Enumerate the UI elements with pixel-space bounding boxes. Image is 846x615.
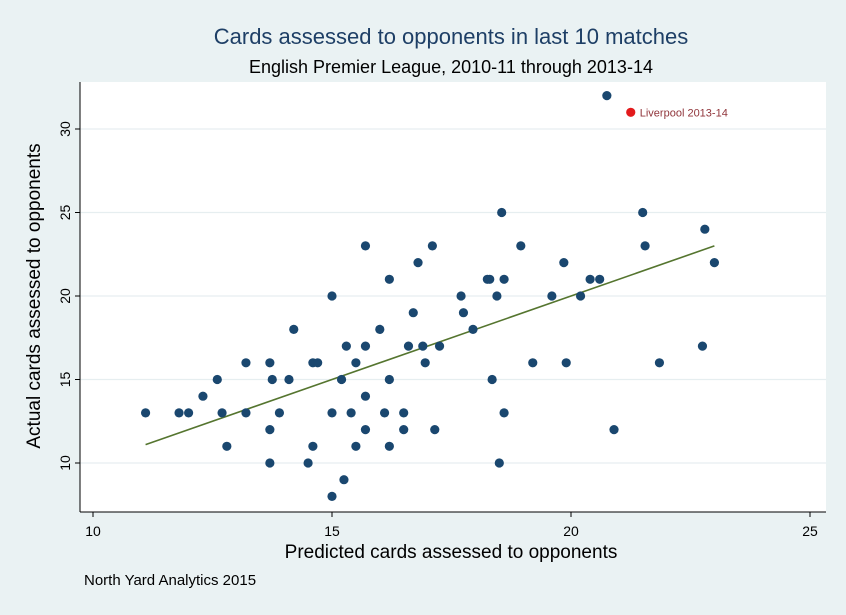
data-point — [198, 391, 208, 401]
data-point — [384, 274, 394, 284]
data-point — [427, 241, 437, 251]
data-point — [327, 291, 337, 301]
data-point — [487, 374, 497, 385]
source-note: North Yard Analytics 2015 — [84, 572, 256, 589]
data-point — [303, 458, 313, 468]
chart-title: Cards assessed to opponents in last 10 m… — [214, 24, 689, 49]
x-axis-title: Predicted cards assessed to opponents — [285, 542, 618, 563]
data-point — [516, 241, 526, 251]
data-point — [313, 358, 323, 368]
data-point — [499, 408, 509, 418]
data-point — [595, 274, 605, 284]
data-point — [403, 341, 414, 351]
data-point — [265, 425, 275, 435]
data-point — [494, 458, 504, 468]
data-point — [241, 358, 251, 368]
data-point — [697, 341, 708, 351]
data-point — [456, 291, 466, 301]
y-tick-label: 30 — [57, 121, 73, 137]
data-point — [399, 425, 409, 435]
data-point — [327, 408, 337, 418]
data-points — [140, 91, 720, 501]
data-point — [638, 207, 648, 218]
data-point — [420, 358, 430, 368]
data-point — [217, 408, 227, 418]
data-point — [585, 274, 595, 284]
data-point — [184, 408, 194, 418]
data-point — [485, 274, 495, 284]
data-point — [212, 374, 222, 385]
data-point — [274, 408, 285, 418]
data-point — [497, 207, 507, 218]
data-point — [559, 258, 569, 268]
data-point — [418, 341, 428, 351]
data-point — [284, 374, 294, 385]
data-point — [360, 391, 371, 401]
data-point — [430, 425, 440, 435]
fit-line — [145, 245, 715, 446]
data-point — [492, 291, 502, 301]
data-point — [289, 324, 299, 334]
data-point — [547, 291, 557, 301]
highlight-point — [626, 107, 636, 117]
x-axis: 10 15 20 25 — [80, 511, 826, 539]
y-tick-label: 10 — [57, 455, 73, 471]
data-point — [399, 408, 409, 418]
data-point — [528, 358, 538, 368]
data-point — [602, 91, 612, 101]
data-point — [499, 274, 509, 284]
chart-subtitle: English Premier League, 2010-11 through … — [249, 57, 653, 77]
data-point — [609, 425, 619, 435]
y-tick-label: 25 — [57, 205, 73, 221]
data-point — [360, 425, 371, 435]
highlight-group: Liverpool 2013-14 — [626, 107, 728, 119]
data-point — [327, 491, 337, 501]
x-tick-label: 10 — [85, 523, 101, 539]
data-point — [341, 341, 351, 351]
data-point — [384, 441, 394, 451]
data-point — [360, 241, 371, 251]
data-point — [339, 475, 349, 485]
y-tick-label: 15 — [57, 372, 73, 388]
data-point — [413, 258, 423, 268]
fit-line-group — [145, 245, 715, 446]
x-tick-label: 15 — [324, 523, 340, 539]
data-point — [265, 458, 275, 468]
data-point — [575, 291, 586, 301]
highlight-label: Liverpool 2013-14 — [640, 107, 728, 119]
data-point — [351, 441, 361, 451]
data-point — [267, 374, 277, 385]
data-point — [375, 324, 385, 334]
data-point — [640, 241, 650, 251]
data-point — [174, 408, 184, 418]
data-point — [351, 358, 361, 368]
data-point — [140, 408, 151, 418]
x-tick-label: 20 — [563, 523, 579, 539]
data-point — [458, 308, 469, 318]
data-point — [434, 341, 445, 351]
y-axis-title: Actual cards assessed to opponents — [24, 143, 45, 448]
data-point — [654, 358, 665, 368]
data-point — [408, 308, 418, 318]
data-point — [308, 441, 318, 451]
data-point — [346, 408, 356, 418]
data-point — [468, 324, 478, 334]
data-point — [561, 358, 571, 368]
gridlines — [80, 128, 826, 464]
data-point — [241, 408, 251, 418]
data-point — [336, 374, 347, 385]
data-point — [384, 374, 394, 385]
y-axis: 10 15 20 25 30 — [57, 82, 81, 512]
data-point — [265, 358, 275, 368]
data-point — [222, 441, 232, 451]
x-tick-label: 25 — [802, 523, 818, 539]
data-point — [379, 408, 390, 418]
data-point — [360, 341, 371, 351]
plot-area — [80, 82, 826, 512]
y-tick-label: 20 — [57, 288, 73, 304]
data-point — [700, 224, 710, 234]
data-point — [709, 258, 720, 268]
